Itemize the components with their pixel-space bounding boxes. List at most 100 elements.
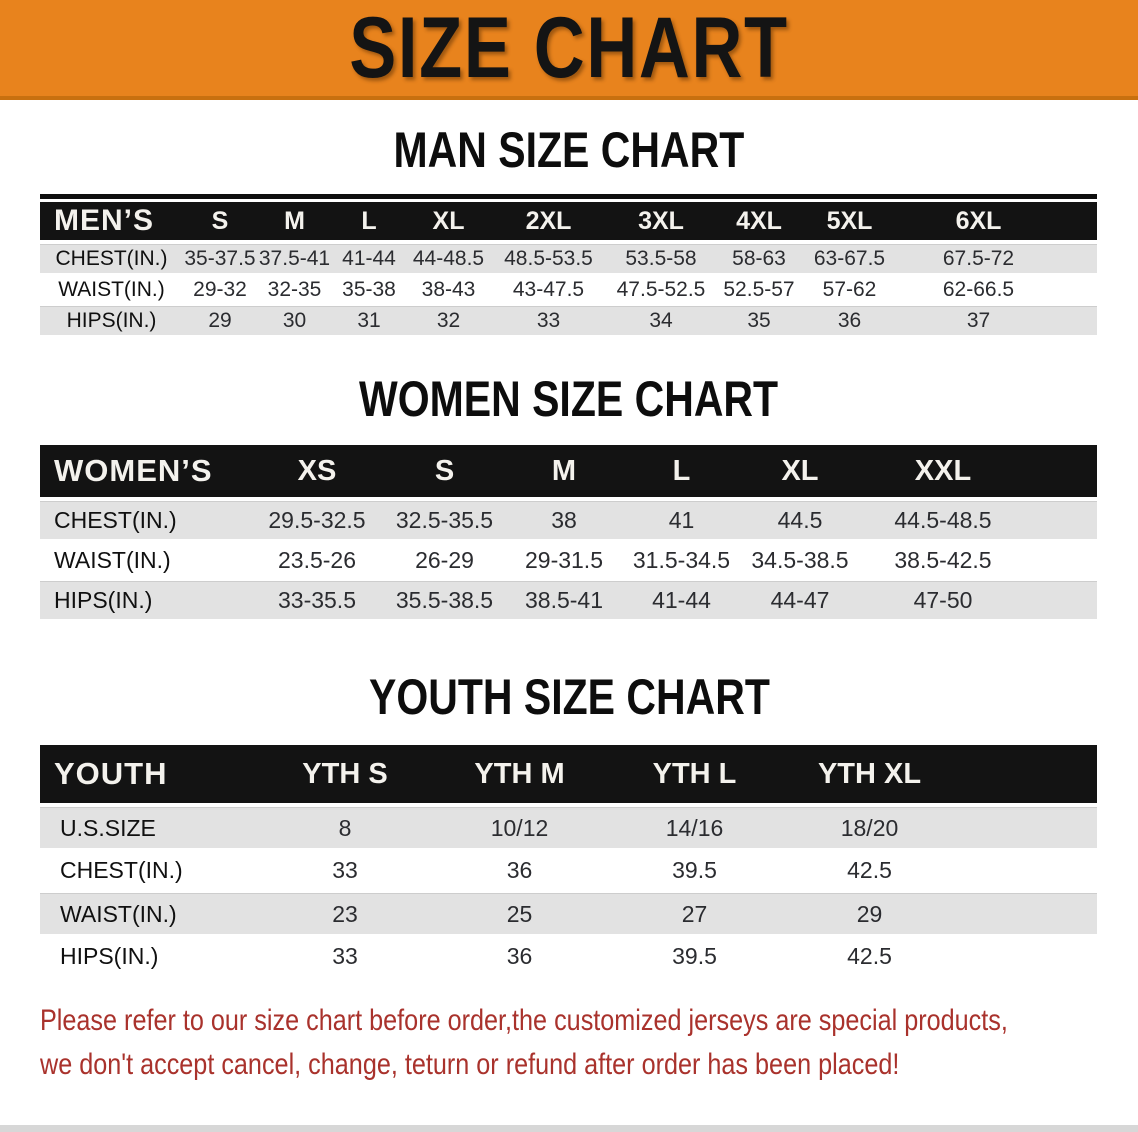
measurement-row: CHEST(IN.) 33 36 39.5 42.5: [40, 850, 1097, 893]
size-value-cell: 42.5: [782, 936, 957, 979]
size-value-cell: 8: [258, 807, 432, 850]
size-column-header: 4XL: [716, 202, 802, 244]
filler-cell: [1026, 501, 1097, 541]
measurement-row: HIPS(IN.) 29 30 31 32 33 34 35 36 37: [40, 306, 1097, 337]
filler-cell: [1060, 202, 1097, 244]
row-label: CHEST(IN.): [40, 501, 250, 541]
women-heading-text: WOMEN SIZE CHART: [359, 371, 779, 427]
size-value-cell: 39.5: [607, 850, 782, 893]
filler-cell: [957, 745, 1097, 807]
size-value-cell: 52.5-57: [716, 275, 802, 306]
size-value-cell: 10/12: [432, 807, 607, 850]
size-value-cell: 35-38: [332, 275, 406, 306]
size-value-cell: 67.5-72: [897, 244, 1060, 275]
size-column-header: S: [384, 445, 505, 501]
size-value-cell: 38: [505, 501, 623, 541]
measurement-row: WAIST(IN.) 29-32 32-35 35-38 38-43 43-47.5 47.…: [40, 275, 1097, 306]
youth-size-table-wrap: YOUTH YTH S YTH M YTH L YTH XL U.S.SIZE 8 10/1…: [40, 745, 1097, 979]
filler-cell: [957, 850, 1097, 893]
size-value-cell: 25: [432, 893, 607, 936]
row-label: HIPS(IN.): [40, 581, 250, 621]
size-column-header: 6XL: [897, 202, 1060, 244]
size-value-cell: 14/16: [607, 807, 782, 850]
mens-size-table: MEN’S S M L XL 2XL 3XL 4XL 5XL 6XL CHEST(IN.) 35-3…: [40, 202, 1097, 337]
filler-cell: [957, 807, 1097, 850]
size-value-cell: 29-32: [183, 275, 257, 306]
size-value-cell: 29-31.5: [505, 541, 623, 581]
size-column-header: M: [257, 202, 332, 244]
size-value-cell: 41-44: [332, 244, 406, 275]
filler-cell: [957, 936, 1097, 979]
table-title-cell: MEN’S: [40, 202, 183, 244]
man-heading-text: MAN SIZE CHART: [393, 122, 745, 178]
size-value-cell: 43-47.5: [491, 275, 606, 306]
size-value-cell: 62-66.5: [897, 275, 1060, 306]
size-value-cell: 23: [258, 893, 432, 936]
row-label: CHEST(IN.): [40, 244, 183, 275]
filler-cell: [1060, 306, 1097, 337]
size-header-row: MEN’S S M L XL 2XL 3XL 4XL 5XL 6XL: [40, 202, 1097, 244]
size-value-cell: 32: [406, 306, 491, 337]
size-header-row: YOUTH YTH S YTH M YTH L YTH XL: [40, 745, 1097, 807]
size-column-header: YTH L: [607, 745, 782, 807]
size-value-cell: 36: [432, 936, 607, 979]
size-column-header: 2XL: [491, 202, 606, 244]
size-value-cell: 35: [716, 306, 802, 337]
size-value-cell: 44.5: [740, 501, 860, 541]
women-section-heading: WOMEN SIZE CHART: [0, 371, 1138, 427]
row-label: WAIST(IN.): [40, 275, 183, 306]
filler-cell: [957, 893, 1097, 936]
bottom-edge-strip: [0, 1125, 1138, 1132]
size-value-cell: 36: [432, 850, 607, 893]
size-value-cell: 34: [606, 306, 716, 337]
row-label: HIPS(IN.): [40, 936, 258, 979]
size-value-cell: 35-37.5: [183, 244, 257, 275]
size-value-cell: 30: [257, 306, 332, 337]
size-value-cell: 29.5-32.5: [250, 501, 384, 541]
size-value-cell: 29: [183, 306, 257, 337]
size-column-header: S: [183, 202, 257, 244]
size-column-header: L: [332, 202, 406, 244]
size-value-cell: 41-44: [623, 581, 740, 621]
size-column-header: M: [505, 445, 623, 501]
size-value-cell: 38-43: [406, 275, 491, 306]
size-value-cell: 18/20: [782, 807, 957, 850]
table-title-cell: YOUTH: [40, 745, 258, 807]
row-label: WAIST(IN.): [40, 541, 250, 581]
measurement-row: WAIST(IN.) 23.5-26 26-29 29-31.5 31.5-34.5 34…: [40, 541, 1097, 581]
disclaimer-line-1: Please refer to our size chart before or…: [40, 1004, 1008, 1037]
size-column-header: 5XL: [802, 202, 897, 244]
size-value-cell: 42.5: [782, 850, 957, 893]
size-value-cell: 44-47: [740, 581, 860, 621]
filler-cell: [1060, 275, 1097, 306]
size-column-header: XL: [406, 202, 491, 244]
size-value-cell: 33: [491, 306, 606, 337]
size-value-cell: 39.5: [607, 936, 782, 979]
table-title-cell: WOMEN’S: [40, 445, 250, 501]
row-label: U.S.SIZE: [40, 807, 258, 850]
size-value-cell: 35.5-38.5: [384, 581, 505, 621]
womens-size-table-wrap: WOMEN’S XS S M L XL XXL CHEST(IN.) 29.5-32.5 32.…: [40, 445, 1097, 621]
size-chart-banner: SIZE CHART: [0, 0, 1138, 100]
measurement-row: HIPS(IN.) 33 36 39.5 42.5: [40, 936, 1097, 979]
measurement-row: WAIST(IN.) 23 25 27 29: [40, 893, 1097, 936]
size-value-cell: 32-35: [257, 275, 332, 306]
size-value-cell: 41: [623, 501, 740, 541]
youth-size-table: YOUTH YTH S YTH M YTH L YTH XL U.S.SIZE 8 10/1…: [40, 745, 1097, 979]
size-value-cell: 32.5-35.5: [384, 501, 505, 541]
measurement-row: CHEST(IN.) 29.5-32.5 32.5-35.5 38 41 44.5 44.5…: [40, 501, 1097, 541]
measurement-row: HIPS(IN.) 33-35.5 35.5-38.5 38.5-41 41-44 44-…: [40, 581, 1097, 621]
womens-size-table: WOMEN’S XS S M L XL XXL CHEST(IN.) 29.5-32.5 32.…: [40, 445, 1097, 621]
row-label: CHEST(IN.): [40, 850, 258, 893]
size-value-cell: 44.5-48.5: [860, 501, 1026, 541]
measurement-row: U.S.SIZE 8 10/12 14/16 18/20: [40, 807, 1097, 850]
size-value-cell: 31: [332, 306, 406, 337]
mens-size-table-wrap: MEN’S S M L XL 2XL 3XL 4XL 5XL 6XL CHEST(IN.) 35-3…: [40, 194, 1097, 337]
size-column-header: L: [623, 445, 740, 501]
size-value-cell: 44-48.5: [406, 244, 491, 275]
size-value-cell: 48.5-53.5: [491, 244, 606, 275]
size-value-cell: 27: [607, 893, 782, 936]
size-value-cell: 29: [782, 893, 957, 936]
size-value-cell: 26-29: [384, 541, 505, 581]
size-value-cell: 38.5-41: [505, 581, 623, 621]
